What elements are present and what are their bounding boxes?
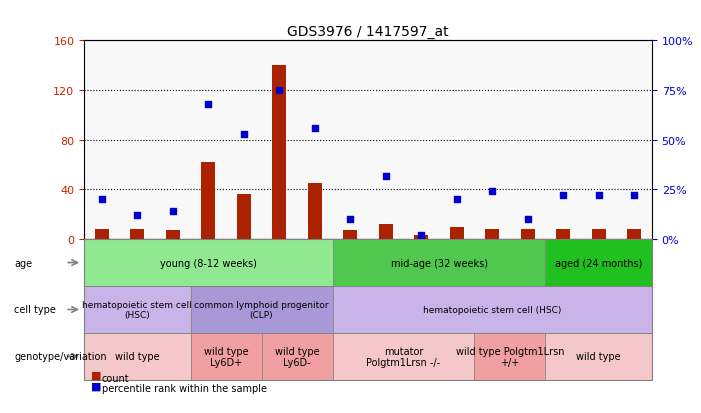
Title: GDS3976 / 1417597_at: GDS3976 / 1417597_at xyxy=(287,25,449,39)
Text: aged (24 months): aged (24 months) xyxy=(555,258,642,268)
Bar xyxy=(237,195,251,240)
Bar xyxy=(414,236,428,240)
Bar xyxy=(449,227,464,240)
Point xyxy=(238,131,250,138)
Bar xyxy=(201,163,215,240)
Bar xyxy=(592,230,606,240)
Point xyxy=(273,88,285,94)
Point xyxy=(451,197,463,203)
Text: young (8-12 weeks): young (8-12 weeks) xyxy=(160,258,257,268)
Bar xyxy=(272,66,287,240)
Point xyxy=(629,192,640,199)
Bar xyxy=(130,230,144,240)
Bar xyxy=(308,184,322,240)
Text: mid-age (32 weeks): mid-age (32 weeks) xyxy=(390,258,487,268)
Point xyxy=(380,173,391,179)
Point xyxy=(168,209,179,215)
Text: common lymphoid progenitor
(CLP): common lymphoid progenitor (CLP) xyxy=(194,300,329,319)
Bar xyxy=(485,230,499,240)
Text: hematopoietic stem cell (HSC): hematopoietic stem cell (HSC) xyxy=(423,305,562,314)
Text: wild type
Ly6D-: wild type Ly6D- xyxy=(275,346,320,367)
Text: ■: ■ xyxy=(91,370,102,380)
Bar xyxy=(95,230,109,240)
Text: wild type: wild type xyxy=(576,351,621,361)
Point xyxy=(416,232,427,239)
Bar xyxy=(627,230,641,240)
Point xyxy=(345,216,356,223)
Text: wild type Polgtm1Lrsn
+/+: wild type Polgtm1Lrsn +/+ xyxy=(456,346,564,367)
Text: age: age xyxy=(14,258,32,268)
Bar xyxy=(165,231,180,240)
Bar xyxy=(556,230,571,240)
Point xyxy=(522,216,533,223)
Text: genotype/variation: genotype/variation xyxy=(14,351,107,361)
Text: wild type: wild type xyxy=(115,351,160,361)
Point xyxy=(309,125,320,132)
Bar xyxy=(521,230,535,240)
Text: hematopoietic stem cell
(HSC): hematopoietic stem cell (HSC) xyxy=(83,300,192,319)
Point xyxy=(486,189,498,195)
Point xyxy=(203,102,214,108)
Point xyxy=(593,192,604,199)
Text: count: count xyxy=(102,373,129,383)
Text: mutator
Polgtm1Lrsn -/-: mutator Polgtm1Lrsn -/- xyxy=(367,346,440,367)
Text: percentile rank within the sample: percentile rank within the sample xyxy=(102,383,266,393)
Point xyxy=(132,212,143,219)
Text: wild type
Ly6D+: wild type Ly6D+ xyxy=(204,346,248,367)
Point xyxy=(557,192,569,199)
Text: ■: ■ xyxy=(91,380,102,390)
Bar xyxy=(379,225,393,240)
Point xyxy=(96,197,107,203)
Bar xyxy=(343,231,358,240)
Text: cell type: cell type xyxy=(14,305,56,315)
